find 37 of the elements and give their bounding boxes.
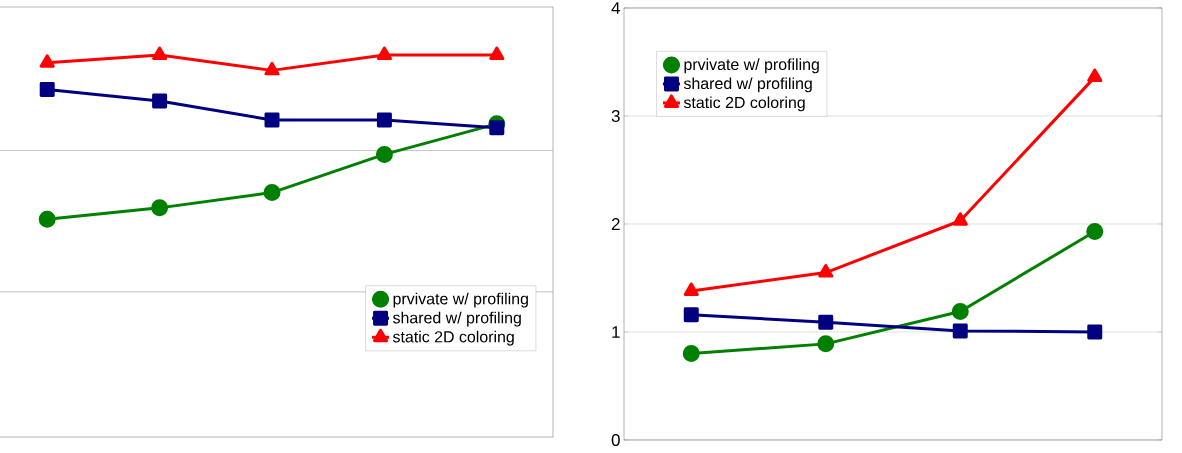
point [818, 264, 834, 278]
legend-label: static 2D coloring [392, 330, 514, 346]
legend-label: shared w/ profiling [392, 311, 521, 327]
point [39, 81, 55, 97]
point [375, 145, 393, 163]
legend-label: shared w/ profiling [683, 77, 812, 93]
point [818, 314, 834, 330]
point [489, 46, 505, 61]
point [264, 112, 280, 128]
point [376, 46, 392, 61]
point [1087, 68, 1103, 83]
legend-label: prvivate w/ profiling [684, 58, 819, 74]
point [264, 61, 280, 76]
point [152, 46, 168, 61]
legend-label: prvivate w/ profiling [393, 292, 528, 308]
point [151, 199, 169, 217]
point [952, 212, 968, 226]
point [263, 184, 281, 202]
y-tick-label: 1 [612, 326, 620, 338]
point [682, 345, 700, 363]
y-tick-label: 0 [611, 433, 620, 446]
point [951, 302, 969, 320]
point [489, 120, 505, 136]
y-tick-label: 4 [611, 2, 620, 14]
point [39, 54, 55, 68]
point [38, 210, 56, 228]
point [152, 93, 168, 109]
y-tick-label: 2 [611, 218, 620, 230]
point [952, 323, 968, 339]
point [376, 112, 392, 128]
point [683, 282, 699, 296]
y-tick-label: 3 [611, 109, 620, 122]
point [817, 335, 835, 353]
point [683, 307, 699, 323]
point [1086, 223, 1104, 241]
legend-label: static 2D coloring [683, 96, 805, 112]
point [1087, 324, 1103, 340]
